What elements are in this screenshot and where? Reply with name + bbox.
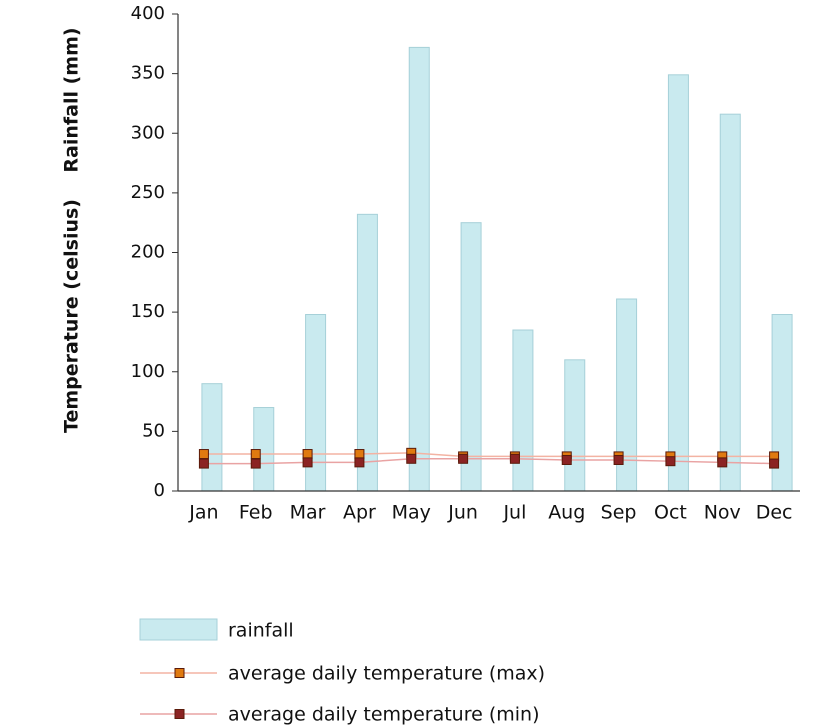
- y-tick-label: 200: [131, 242, 165, 263]
- legend-label: average daily temperature (min): [228, 704, 540, 726]
- x-tick-label: Dec: [756, 502, 793, 524]
- x-tick-label: Aug: [548, 502, 585, 524]
- marker: [665, 456, 676, 467]
- bar: [512, 329, 534, 492]
- marker: [250, 449, 261, 460]
- x-tick-label: Jun: [447, 502, 478, 524]
- bar: [408, 46, 430, 492]
- x-tick-label: Jul: [502, 502, 526, 524]
- bar: [460, 222, 482, 492]
- y-axis-title: Temperature (celsius): [61, 199, 83, 433]
- marker: [769, 458, 780, 469]
- y-tick-label: 100: [131, 361, 165, 382]
- x-tick-label: Sep: [601, 502, 637, 524]
- marker: [561, 454, 572, 465]
- marker: [302, 457, 313, 468]
- legend-swatch: [139, 618, 218, 641]
- marker: [458, 453, 469, 464]
- bar: [667, 74, 689, 492]
- y-tick-label: 50: [142, 420, 165, 441]
- y-tick-label: 350: [131, 63, 165, 84]
- y-axis-title: Rainfall (mm): [61, 27, 83, 172]
- x-tick-label: Nov: [704, 502, 741, 524]
- y-tick-label: 150: [131, 301, 165, 322]
- y-tick-label: 300: [131, 122, 165, 143]
- x-tick-label: Oct: [654, 502, 687, 524]
- legend-marker: [174, 668, 185, 678]
- line: [203, 458, 775, 465]
- marker: [354, 449, 365, 460]
- marker: [406, 453, 417, 464]
- y-tick-label: 400: [131, 3, 165, 24]
- marker: [302, 449, 313, 460]
- x-tick-label: Apr: [343, 502, 376, 524]
- legend-label: average daily temperature (max): [228, 663, 545, 685]
- y-tick-label: 0: [154, 480, 165, 501]
- x-tick-label: Mar: [290, 502, 326, 524]
- y-tick-label: 250: [131, 182, 165, 203]
- legend-label: rainfall: [228, 620, 294, 642]
- marker: [198, 449, 209, 460]
- line: [203, 452, 775, 458]
- marker: [354, 457, 365, 468]
- bar: [719, 113, 741, 492]
- marker: [250, 458, 261, 469]
- legend-marker: [174, 709, 185, 719]
- marker: [198, 458, 209, 469]
- x-tick-label: Feb: [239, 502, 273, 524]
- marker: [717, 457, 728, 468]
- bar: [201, 383, 223, 492]
- marker: [509, 453, 520, 464]
- bar: [564, 359, 586, 492]
- x-tick-label: May: [392, 502, 431, 524]
- marker: [613, 454, 624, 465]
- x-tick-label: Jan: [188, 502, 218, 524]
